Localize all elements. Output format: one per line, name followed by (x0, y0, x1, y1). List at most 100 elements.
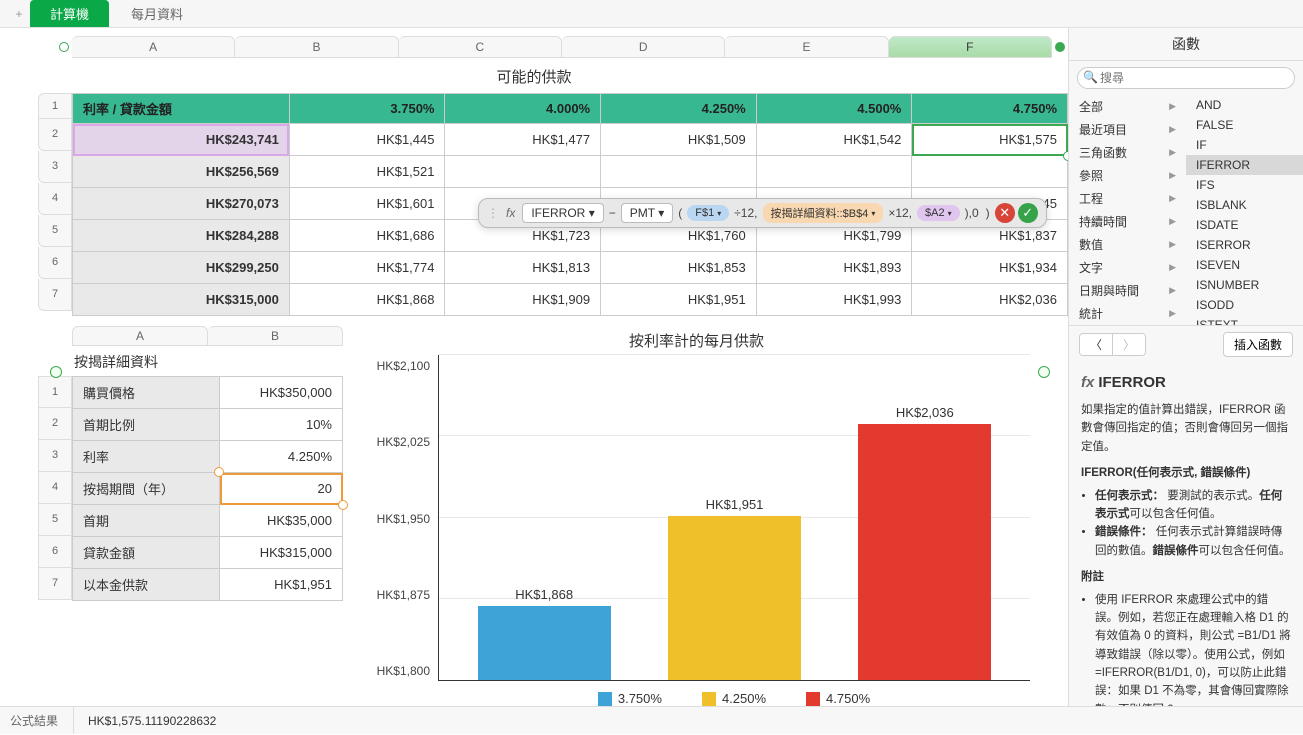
search-input[interactable] (1077, 67, 1295, 89)
formula-grip-icon[interactable]: ⋮ (487, 206, 499, 220)
function-item[interactable]: ISTEXT (1186, 315, 1303, 325)
function-item[interactable]: ISEVEN (1186, 255, 1303, 275)
payment-cell[interactable]: HK$1,509 (601, 124, 757, 156)
row-head[interactable]: 6 (38, 247, 72, 279)
function-item[interactable]: IFERROR (1186, 155, 1303, 175)
payment-cell[interactable] (445, 156, 601, 188)
cell-ref-token[interactable]: F$1▾ (687, 205, 729, 221)
function-item[interactable]: ISBLANK (1186, 195, 1303, 215)
payment-cell[interactable]: HK$1,934 (912, 252, 1068, 284)
sheet-canvas[interactable]: A B C D E F 可能的供款 1 2 3 4 5 6 7 利率 / 貸款金… (0, 28, 1068, 706)
payment-cell[interactable]: HK$1,813 (445, 252, 601, 284)
add-row-handle[interactable] (50, 366, 62, 378)
function-item[interactable]: ISERROR (1186, 235, 1303, 255)
detail-value[interactable]: HK$1,951 (220, 569, 343, 601)
row-head[interactable]: 7 (38, 279, 72, 311)
help-nav[interactable]: 〈 〉 (1079, 333, 1146, 356)
payment-cell[interactable]: HK$1,477 (445, 124, 601, 156)
col-header-f[interactable]: F (889, 36, 1052, 58)
dropdown-icon[interactable]: ▾ (948, 209, 952, 218)
category-item[interactable]: 最近項目▶ (1069, 118, 1186, 141)
fn-iferror[interactable]: IFERROR ▾ (522, 203, 603, 223)
add-col-handle[interactable] (1055, 42, 1065, 52)
payment-cell[interactable]: HK$1,909 (445, 284, 601, 316)
payment-cell[interactable]: HK$1,774 (289, 252, 445, 284)
row-head[interactable]: 2 (38, 408, 72, 440)
payment-cell[interactable]: HK$1,601 (289, 188, 445, 220)
row-head[interactable]: 4 (38, 183, 72, 215)
payment-cell[interactable]: HK$1,893 (756, 252, 912, 284)
insert-function-button[interactable]: 插入函數 (1223, 332, 1293, 357)
function-item[interactable]: ISNUMBER (1186, 275, 1303, 295)
payment-cell[interactable]: HK$2,036 (912, 284, 1068, 316)
formula-editor[interactable]: ⋮ fx IFERROR ▾ − PMT ▾ ( F$1▾ ÷12, 按揭詳細資… (478, 198, 1047, 228)
col-header-b[interactable]: B (208, 326, 343, 346)
col-header-a[interactable]: A (72, 326, 208, 346)
dropdown-icon[interactable]: ▾ (658, 206, 664, 220)
dropdown-icon[interactable]: ▾ (589, 206, 595, 220)
col-header-e[interactable]: E (725, 36, 888, 58)
col-header-b[interactable]: B (235, 36, 398, 58)
cell-ref-token[interactable]: 按揭詳細資料::$B$4▾ (763, 203, 884, 223)
category-item[interactable]: 三角函數▶ (1069, 141, 1186, 164)
category-item[interactable]: 統計▶ (1069, 302, 1186, 325)
row-head[interactable]: 1 (38, 376, 72, 408)
category-item[interactable]: 文字▶ (1069, 256, 1186, 279)
row-head[interactable]: 5 (38, 504, 72, 536)
nav-forward-button[interactable]: 〉 (1113, 334, 1145, 355)
row-head[interactable]: 7 (38, 568, 72, 600)
tab-calculator[interactable]: 計算機 (30, 0, 109, 27)
detail-value[interactable]: 10% (220, 409, 343, 441)
row-head[interactable]: 3 (38, 440, 72, 472)
col-header-a[interactable]: A (72, 36, 235, 58)
row-head[interactable]: 5 (38, 215, 72, 247)
add-sheet-button[interactable]: + (8, 7, 30, 21)
cell-ref-token[interactable]: $A2▾ (917, 205, 960, 221)
bar[interactable]: HK$1,951 (639, 355, 829, 680)
category-list[interactable]: 全部▶最近項目▶三角函數▶參照▶工程▶持續時間▶數值▶文字▶日期與時間▶統計▶財… (1069, 95, 1186, 325)
detail-value[interactable]: HK$350,000 (220, 377, 343, 409)
row-head[interactable]: 6 (38, 536, 72, 568)
table-corner-handle[interactable] (1038, 366, 1050, 378)
bar[interactable]: HK$1,868 (449, 355, 639, 680)
detail-value[interactable]: HK$35,000 (220, 505, 343, 537)
detail-value[interactable]: HK$315,000 (220, 537, 343, 569)
formula-cancel-button[interactable]: ✕ (995, 203, 1015, 223)
payment-cell[interactable]: HK$1,575 (912, 124, 1068, 156)
table-handle[interactable] (59, 42, 69, 52)
nav-back-button[interactable]: 〈 (1080, 334, 1113, 355)
category-item[interactable]: 工程▶ (1069, 187, 1186, 210)
function-search[interactable]: 🔍 (1077, 67, 1295, 89)
function-list[interactable]: ANDFALSEIFIFERRORIFSISBLANKISDATEISERROR… (1186, 95, 1303, 325)
mortgage-details-table[interactable]: 購買價格HK$350,000首期比例10%利率4.250%按揭期間（年）20首期… (72, 376, 343, 601)
detail-value[interactable]: 20 (220, 473, 343, 505)
col-header-c[interactable]: C (399, 36, 562, 58)
function-item[interactable]: ISODD (1186, 295, 1303, 315)
tab-monthly-data[interactable]: 每月資料 (111, 0, 203, 27)
payment-cell[interactable]: HK$1,542 (756, 124, 912, 156)
dropdown-icon[interactable]: ▾ (871, 209, 875, 218)
payment-cell[interactable] (756, 156, 912, 188)
function-item[interactable]: ISDATE (1186, 215, 1303, 235)
row-head[interactable]: 2 (38, 119, 72, 151)
category-item[interactable]: 全部▶ (1069, 95, 1186, 118)
dropdown-icon[interactable]: ▾ (717, 209, 721, 218)
payment-cell[interactable] (601, 156, 757, 188)
category-item[interactable]: 數值▶ (1069, 233, 1186, 256)
payment-cell[interactable]: HK$1,868 (289, 284, 445, 316)
row-head[interactable]: 1 (38, 93, 72, 119)
payment-cell[interactable]: HK$1,951 (601, 284, 757, 316)
payment-cell[interactable] (912, 156, 1068, 188)
function-item[interactable]: AND (1186, 95, 1303, 115)
row-head[interactable]: 4 (38, 472, 72, 504)
payment-cell[interactable]: HK$1,853 (601, 252, 757, 284)
bar[interactable]: HK$2,036 (830, 355, 1020, 680)
col-header-d[interactable]: D (562, 36, 725, 58)
category-item[interactable]: 持續時間▶ (1069, 210, 1186, 233)
category-item[interactable]: 日期與時間▶ (1069, 279, 1186, 302)
formula-confirm-button[interactable]: ✓ (1018, 203, 1038, 223)
fn-pmt[interactable]: PMT ▾ (621, 203, 674, 223)
function-item[interactable]: IF (1186, 135, 1303, 155)
category-item[interactable]: 參照▶ (1069, 164, 1186, 187)
function-item[interactable]: IFS (1186, 175, 1303, 195)
